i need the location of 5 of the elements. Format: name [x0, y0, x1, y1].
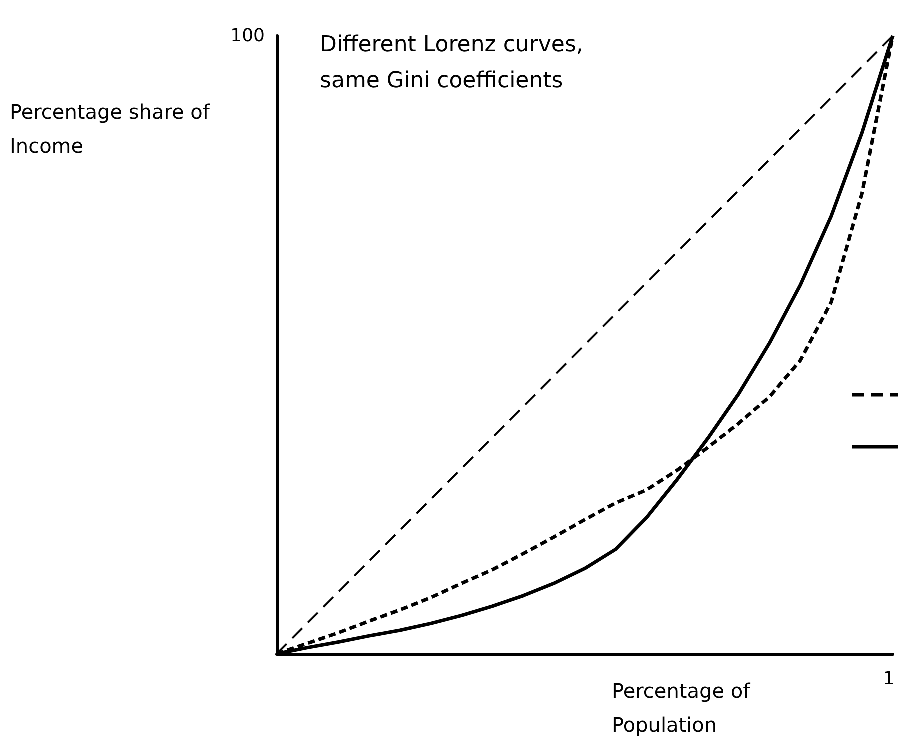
text: Different Lorenz curves, same Gini coefficients — [320, 32, 584, 94]
y-axis-title: Percentage share of Income — [10, 100, 211, 158]
x-axis-title: Percentage of Population — [612, 679, 752, 737]
text: 1 — [883, 668, 895, 690]
text: 100 — [230, 26, 265, 46]
